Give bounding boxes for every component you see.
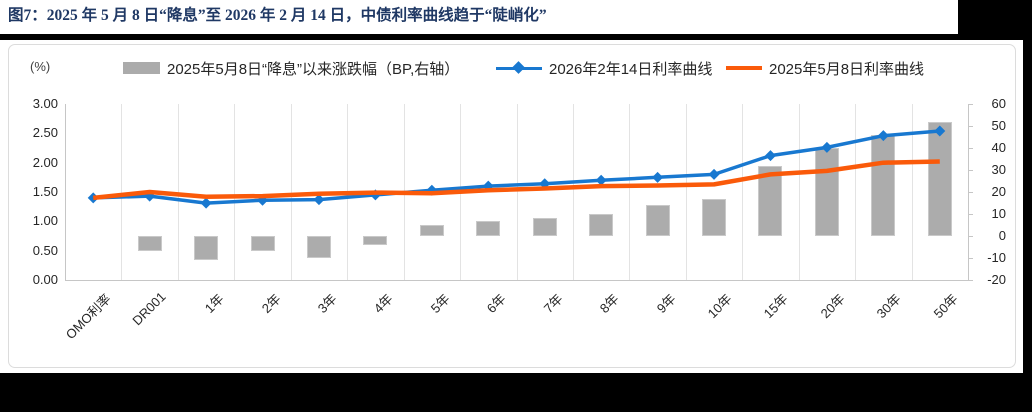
left-axis-tick-label: 2.50: [32, 125, 58, 141]
diamond-marker-icon: [595, 174, 607, 186]
chart-frame-border: [8, 44, 1016, 368]
figure-title: 图7：2025 年 5 月 8 日“降息”至 2026 年 2 月 14 日，中…: [8, 7, 547, 24]
bar: [814, 148, 839, 236]
left-axis-tick-label: 1.00: [32, 213, 58, 229]
right-axis-tick-label: 20: [991, 184, 1006, 199]
legend-label: 2026年2年14日利率曲线: [549, 60, 713, 78]
right-axis-tick-label: 30: [991, 162, 1006, 177]
right-axis-tick-label: -10: [987, 250, 1006, 265]
right-axis-tick: [968, 236, 973, 237]
gridline: [121, 104, 123, 280]
diamond-marker-icon: [821, 141, 833, 153]
gridline: [516, 104, 518, 280]
diamond-marker-icon: [934, 125, 946, 137]
bar: [871, 134, 896, 236]
right-axis-tick: [968, 126, 973, 127]
gridline: [177, 104, 179, 280]
left-axis-tick-label: 0.50: [32, 242, 58, 258]
bar: [419, 225, 444, 236]
line-plain: [92, 159, 940, 201]
gridline: [572, 104, 574, 280]
legend-item-bar-series: 2025年5月8日“降息”以来涨跌幅（BP,右轴）: [123, 59, 460, 78]
right-axis-tick-label: 40: [991, 140, 1006, 155]
gridline: [685, 104, 687, 280]
legend-item-line-2026: 2026年2年14日利率曲线: [496, 59, 713, 78]
diamond-marker-icon: [877, 130, 889, 142]
bar: [137, 236, 162, 252]
bottom-axis-line: [65, 280, 969, 281]
right-axis-tick: [968, 104, 973, 105]
right-axis-tick-label: 10: [991, 206, 1006, 221]
bar: [702, 198, 727, 236]
legend-label: 2025年5月8日利率曲线: [769, 60, 925, 78]
bar: [645, 205, 670, 236]
left-axis-tick-label: 3.00: [32, 96, 58, 111]
bar: [589, 214, 614, 236]
chart-area: (%) 2025年5月8日“降息”以来涨跌幅（BP,右轴） 2026年2年14日…: [0, 40, 1023, 373]
left-axis-tick-label: 0.00: [32, 272, 58, 287]
bar: [363, 236, 388, 245]
blue-line-swatch: [496, 61, 542, 74]
gridline: [855, 104, 857, 280]
left-axis-unit-label: (%): [30, 59, 51, 74]
gridline: [798, 104, 800, 280]
diamond-marker-icon: [764, 150, 776, 162]
diamond-marker-icon: [200, 197, 212, 209]
right-axis-tick: [968, 148, 973, 149]
right-axis-tick-label: -20: [987, 272, 1006, 287]
bar: [476, 220, 501, 236]
right-axis-tick-label: 50: [991, 118, 1006, 133]
legend-label: 2025年5月8日“降息”以来涨跌幅（BP,右轴）: [167, 60, 460, 78]
left-axis-tick-label: 1.50: [32, 184, 58, 199]
bar: [250, 236, 275, 252]
gridline: [290, 104, 292, 280]
gridline: [911, 104, 913, 280]
right-axis-tick-label: 0: [998, 228, 1006, 243]
bar: [306, 236, 331, 258]
right-axis-tick: [968, 280, 973, 281]
bar: [927, 121, 952, 236]
bar: [532, 218, 557, 236]
left-axis-tick-label: 2.00: [32, 154, 58, 170]
diamond-marker-icon: [313, 194, 325, 206]
gridline: [234, 104, 236, 280]
orange-line-swatch: [726, 65, 762, 71]
right-axis-tick: [968, 170, 973, 171]
left-axis-line: [65, 104, 66, 280]
title-strip: 图7：2025 年 5 月 8 日“降息”至 2026 年 2 月 14 日，中…: [0, 0, 958, 34]
diamond-marker-icon: [708, 168, 720, 180]
legend-item-line-2025: 2025年5月8日利率曲线: [726, 59, 925, 78]
gridline: [629, 104, 631, 280]
bar: [194, 236, 219, 261]
gridline: [742, 104, 744, 280]
bar-series-swatch: [123, 62, 160, 74]
right-axis-tick: [968, 258, 973, 259]
right-axis-tick-label: 60: [991, 96, 1006, 111]
right-axis-tick: [968, 192, 973, 193]
diamond-marker-icon: [652, 171, 664, 183]
line-with-markers: [93, 129, 940, 205]
right-axis-tick: [968, 214, 973, 215]
